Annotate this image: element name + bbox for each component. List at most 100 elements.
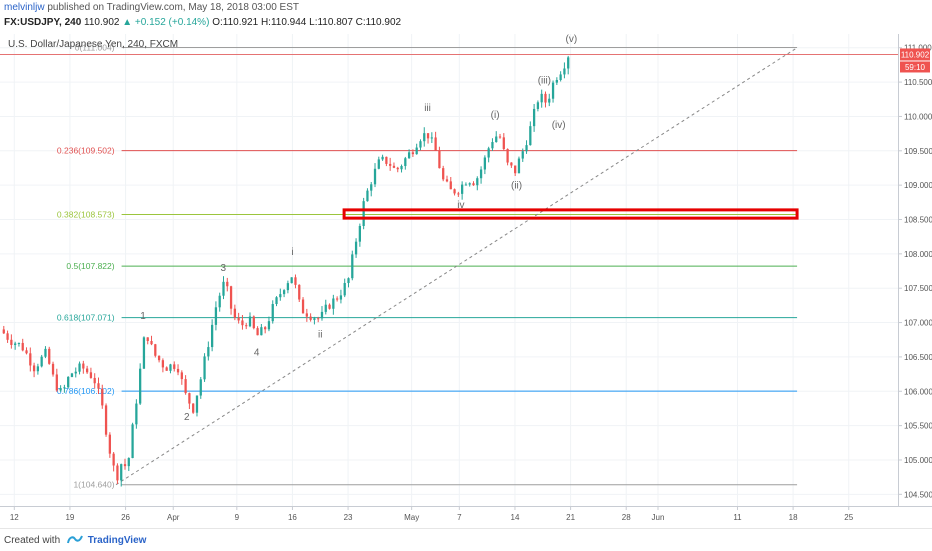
candle-body — [453, 189, 455, 193]
tradingview-logo-icon — [67, 534, 83, 545]
time-tick-label: 18 — [789, 513, 798, 522]
candle-body — [105, 405, 107, 434]
candle-body — [44, 349, 46, 357]
candle-body — [556, 80, 558, 83]
candle-body — [75, 372, 77, 374]
candle-body — [355, 242, 357, 255]
candle-body — [363, 201, 365, 226]
candle-body — [476, 178, 478, 185]
candle-body — [298, 285, 300, 300]
candle-body — [86, 369, 88, 373]
candle-body — [181, 372, 183, 379]
fib-level-label: 0.382(108.573) — [57, 209, 115, 219]
candle-body — [249, 316, 251, 326]
candle-body — [491, 142, 493, 148]
candle-body — [347, 278, 349, 283]
candle-body — [472, 183, 474, 185]
candle-body — [370, 184, 372, 190]
fib-level-label: 1(104.640) — [73, 480, 114, 490]
candle-body — [302, 299, 304, 313]
candle-body — [408, 152, 410, 158]
candle-body — [506, 149, 508, 163]
candle-body — [90, 372, 92, 378]
chart-title: U.S. Dollar/Japanese Yen, 240, FXCM — [8, 39, 178, 50]
candle-body — [52, 364, 54, 375]
price-tick-label: 107.500 — [904, 284, 932, 293]
author-link[interactable]: melvinljw — [4, 2, 45, 13]
candle-body — [97, 383, 99, 388]
price-axis[interactable]: 111.000110.500110.000109.500109.000108.5… — [0, 34, 932, 528]
candle-body — [484, 158, 486, 170]
candle-body — [154, 344, 156, 356]
candle-body — [480, 170, 482, 179]
candle-body — [56, 374, 58, 390]
candle-body — [67, 377, 69, 387]
chart-area[interactable]: 0(111.004)0.236(109.502)0.382(108.573)0.… — [0, 34, 932, 528]
time-tick-label: 23 — [344, 513, 353, 522]
price-tick-label: 109.500 — [904, 147, 932, 156]
candle-body — [120, 464, 122, 480]
tradingview-brand[interactable]: TradingView — [88, 535, 147, 546]
time-tick-label: 21 — [566, 513, 575, 522]
price-tick-label: 106.000 — [904, 387, 932, 396]
candle-body — [101, 389, 103, 406]
candle-body — [499, 137, 501, 138]
candle-body — [272, 304, 274, 321]
candle-body — [37, 366, 39, 371]
wave-label: (v) — [566, 34, 578, 45]
price-chart[interactable]: 0(111.004)0.236(109.502)0.382(108.573)0.… — [0, 34, 932, 528]
candle-body — [63, 387, 65, 388]
candle-body — [94, 378, 96, 383]
candle-body — [158, 356, 160, 360]
candle-body — [567, 57, 569, 68]
wave-label: (iii) — [538, 75, 551, 86]
candle-body — [203, 356, 205, 379]
last-price: 110.902 — [84, 17, 119, 28]
created-with: Created with TradingView — [4, 534, 146, 546]
candle-body — [196, 396, 198, 413]
candle-body — [113, 454, 115, 466]
candle-body — [124, 464, 126, 466]
candle-body — [389, 164, 391, 166]
candle-body — [147, 337, 149, 341]
candle-body — [230, 286, 232, 308]
candle-body — [461, 185, 463, 194]
candle-body — [48, 349, 50, 364]
candle-body — [325, 305, 327, 312]
last-price-label: 110.902 — [901, 50, 930, 59]
candle-body — [446, 179, 448, 181]
candle-body — [116, 466, 118, 481]
candle-body — [457, 193, 459, 194]
candle-body — [215, 307, 217, 325]
candle-body — [188, 393, 190, 403]
candle-body — [150, 341, 152, 344]
fib-level-label: 0.618(107.071) — [57, 313, 115, 323]
candle-body — [173, 364, 175, 369]
wave-label: iii — [424, 103, 431, 114]
candle-body — [397, 168, 399, 169]
candle-body — [143, 337, 145, 368]
price-tick-label: 107.000 — [904, 319, 932, 328]
candle-body — [438, 151, 440, 169]
candle-body — [378, 159, 380, 168]
candle-body — [541, 94, 543, 102]
price-tick-label: 110.000 — [904, 112, 932, 121]
price-tick-label: 110.500 — [904, 78, 932, 87]
fib-level-label: 0.236(109.502) — [57, 146, 115, 156]
wave-label: 4 — [254, 348, 260, 359]
candle-body — [71, 373, 73, 376]
candle-body — [219, 296, 221, 308]
candle-body — [162, 360, 164, 367]
candle-body — [82, 364, 84, 369]
candle-body — [381, 157, 383, 160]
candle-body — [291, 277, 293, 283]
fib-level-label: 0.5(107.822) — [66, 261, 114, 271]
candle-body — [328, 305, 330, 309]
candle-body — [529, 126, 531, 145]
price-tick-label: 108.500 — [904, 216, 932, 225]
candle-body — [404, 158, 406, 166]
candle-body — [450, 181, 452, 189]
candle-body — [59, 388, 61, 390]
candle-body — [200, 379, 202, 395]
